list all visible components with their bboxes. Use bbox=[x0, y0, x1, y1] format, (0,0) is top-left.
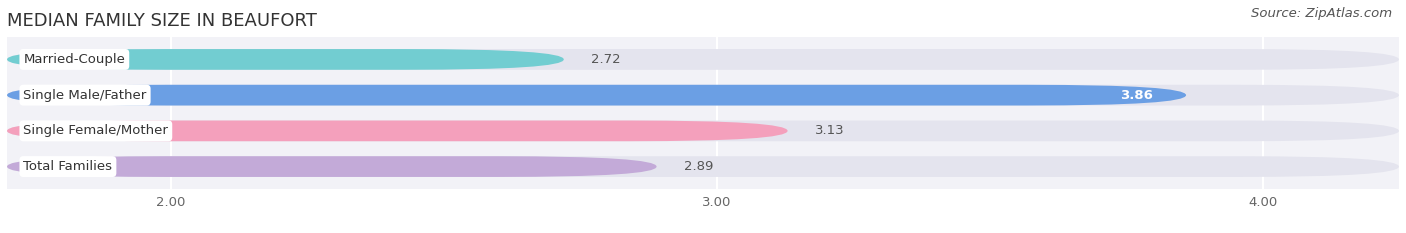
Text: Single Male/Father: Single Male/Father bbox=[24, 89, 146, 102]
Text: Source: ZipAtlas.com: Source: ZipAtlas.com bbox=[1251, 7, 1392, 20]
FancyBboxPatch shape bbox=[7, 156, 657, 177]
FancyBboxPatch shape bbox=[7, 120, 1399, 141]
Text: MEDIAN FAMILY SIZE IN BEAUFORT: MEDIAN FAMILY SIZE IN BEAUFORT bbox=[7, 12, 316, 30]
Text: Married-Couple: Married-Couple bbox=[24, 53, 125, 66]
Text: 2.89: 2.89 bbox=[683, 160, 713, 173]
FancyBboxPatch shape bbox=[7, 120, 787, 141]
FancyBboxPatch shape bbox=[7, 49, 564, 70]
Text: Total Families: Total Families bbox=[24, 160, 112, 173]
FancyBboxPatch shape bbox=[7, 85, 1187, 106]
Text: 3.86: 3.86 bbox=[1121, 89, 1153, 102]
FancyBboxPatch shape bbox=[7, 85, 1399, 106]
FancyBboxPatch shape bbox=[7, 49, 1399, 70]
Text: Single Female/Mother: Single Female/Mother bbox=[24, 124, 169, 137]
Text: 2.72: 2.72 bbox=[591, 53, 620, 66]
Text: 3.13: 3.13 bbox=[815, 124, 845, 137]
FancyBboxPatch shape bbox=[7, 156, 1399, 177]
